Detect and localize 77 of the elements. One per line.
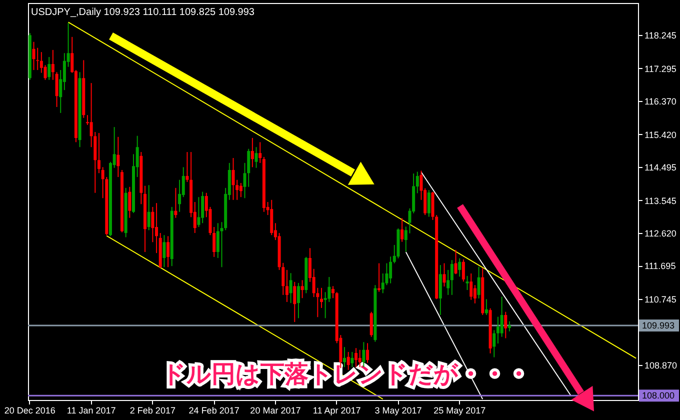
candlestick [446, 269, 450, 296]
candlestick [296, 282, 300, 319]
candlestick [258, 142, 262, 164]
candlestick [232, 158, 235, 200]
y-tick-label: 115.420 [644, 130, 676, 140]
candlestick [473, 284, 476, 304]
chart-title: USDJPY_,Daily 109.923 110.111 109.825 109.993 [31, 7, 255, 18]
candlestick [285, 269, 288, 302]
x-tick-label: 2 Feb 2017 [130, 406, 176, 416]
x-tick-label: 20 Mar 2017 [250, 406, 301, 416]
candlestick [454, 249, 458, 275]
candlestick [496, 316, 500, 344]
candlestick [442, 262, 446, 287]
y-tick-label: 110.745 [644, 294, 676, 304]
candlestick [470, 272, 473, 300]
candlestick [289, 272, 292, 304]
candlestick [162, 234, 166, 268]
candlestick [366, 342, 370, 364]
candlestick [484, 298, 488, 316]
candlestick [270, 199, 274, 236]
candlestick [293, 281, 296, 323]
candlestick [500, 296, 504, 338]
candlestick [147, 184, 150, 231]
candlestick [166, 236, 170, 268]
candlestick [492, 330, 496, 358]
x-tick-label: 11 Apr 2017 [312, 406, 361, 416]
candlestick [300, 280, 304, 299]
candlestick [427, 190, 430, 218]
y-tick-label: 116.370 [644, 96, 676, 106]
candlestick [504, 311, 508, 339]
candlestick [178, 179, 182, 212]
candlestick [370, 311, 373, 338]
candlestick [332, 286, 334, 299]
y-tick-label: 114.495 [644, 162, 676, 172]
candlestick [220, 222, 224, 268]
x-tick-label: 24 Feb 2017 [188, 406, 240, 416]
y-tick-label: 111.695 [644, 261, 676, 272]
y-tick-label: 108.870 [644, 360, 678, 370]
candlestick [197, 196, 200, 228]
candlestick [174, 187, 178, 218]
candlestick [48, 56, 51, 80]
candlestick [116, 136, 120, 178]
candlestick [51, 49, 54, 80]
x-tick-label: 3 May 2017 [374, 406, 422, 416]
y-tick-label: 117.295 [644, 64, 676, 74]
y-tick-label: 113.545 [644, 196, 676, 206]
y-tick-label: 118.245 [644, 30, 676, 40]
candlestick [450, 260, 454, 296]
candlestick [358, 349, 362, 368]
candlestick [250, 137, 254, 168]
candlestick [201, 191, 204, 224]
candlestick [477, 266, 480, 299]
candlestick [55, 72, 58, 108]
ref-line-label: 109.993 [642, 320, 675, 330]
candlestick [378, 262, 381, 292]
x-tick-label: 11 Jan 2017 [66, 406, 116, 416]
candlestick [128, 186, 132, 218]
ref-line-label: 108.000 [642, 390, 675, 401]
candlestick [389, 256, 392, 284]
y-tick-label: 112.620 [644, 228, 676, 238]
candlestick [186, 152, 189, 182]
candlestick [97, 132, 100, 174]
candlestick [462, 258, 465, 282]
candlestick [212, 226, 216, 258]
candlestick [254, 146, 258, 168]
candlestick [466, 275, 469, 291]
candlestick [44, 64, 47, 80]
candlestick [320, 287, 323, 308]
candlestick [508, 320, 511, 332]
candlestick [32, 41, 36, 71]
candlestick [155, 202, 158, 254]
candlestick [151, 206, 154, 243]
candlestick [400, 218, 404, 242]
candlestick [239, 182, 242, 198]
x-tick-label: 25 May 2017 [434, 406, 486, 416]
candlestick [458, 258, 462, 278]
x-tick-label: 20 Dec 2016 [4, 406, 56, 416]
